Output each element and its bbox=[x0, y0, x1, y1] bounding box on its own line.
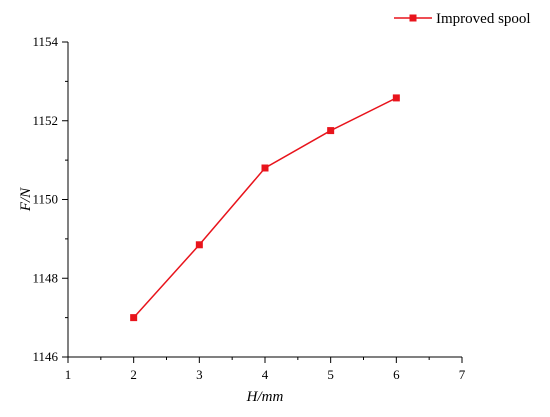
y-axis-title: F/N bbox=[18, 187, 34, 212]
data-point bbox=[195, 241, 203, 249]
x-tick-label: 2 bbox=[130, 367, 137, 382]
x-axis-title: H/mm bbox=[246, 389, 284, 405]
legend-marker-swatch bbox=[409, 14, 417, 22]
y-tick-label: 1146 bbox=[32, 349, 58, 364]
y-tick-label: 1152 bbox=[32, 113, 58, 128]
series-line bbox=[133, 97, 397, 319]
y-ticks: 1146 1148 1150 1152 1154 bbox=[32, 34, 68, 364]
x-tick-label: 6 bbox=[393, 367, 400, 382]
data-point bbox=[327, 127, 335, 135]
data-point bbox=[130, 314, 138, 322]
x-tick-label: 5 bbox=[327, 367, 334, 382]
x-tick-label: 4 bbox=[262, 367, 269, 382]
x-tick-label: 7 bbox=[459, 367, 466, 382]
x-tick-label: 1 bbox=[65, 367, 72, 382]
y-tick-label: 1150 bbox=[32, 192, 58, 207]
data-point bbox=[392, 94, 400, 102]
y-tick-label: 1148 bbox=[32, 270, 58, 285]
legend: Improved spool bbox=[394, 11, 531, 27]
x-ticks: 1 2 3 4 5 6 7 bbox=[65, 357, 466, 382]
data-point bbox=[261, 164, 269, 172]
y-tick-label: 1154 bbox=[32, 34, 58, 49]
x-tick-label: 3 bbox=[196, 367, 203, 382]
axes bbox=[67, 42, 462, 358]
legend-label: Improved spool bbox=[436, 11, 531, 27]
series-layer bbox=[130, 94, 400, 322]
